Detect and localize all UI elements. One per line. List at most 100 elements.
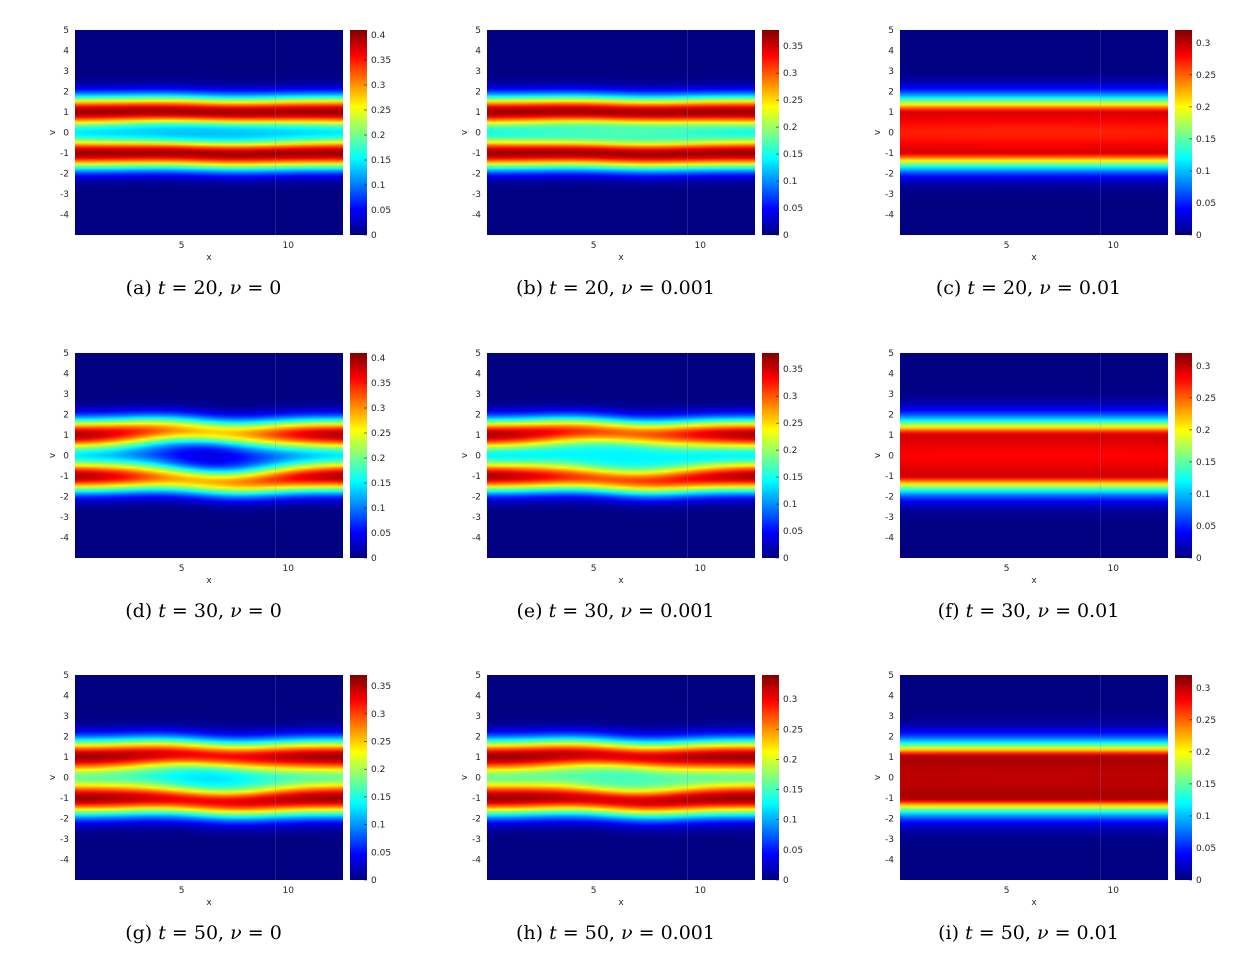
y-tick-label: -4 (885, 211, 894, 221)
y-tick-label: -3 (472, 513, 481, 523)
caption-label: (e) (516, 600, 549, 622)
panel-caption: (c) t = 20, ν = 0.01 (822, 277, 1235, 299)
heatmap-raster (75, 353, 343, 558)
y-axis-label: v (460, 774, 470, 780)
x-tick-label: 5 (591, 241, 597, 251)
colorbar-tick-label: 0.4 (371, 31, 386, 41)
caption-t-symbol: t (965, 600, 974, 622)
colorbar-tick-label: 0 (783, 231, 789, 241)
caption-label: (g) (125, 922, 159, 944)
colorbar (762, 675, 779, 880)
colorbar (350, 30, 367, 235)
y-tick-label: 0 (475, 129, 481, 139)
y-axis-label: v (48, 774, 58, 780)
caption-nu-symbol: ν (621, 922, 633, 944)
y-tick-label: 1 (888, 108, 894, 118)
colorbar (1175, 675, 1192, 880)
y-tick-label: -4 (885, 856, 894, 866)
y-axis-label: v (460, 129, 470, 135)
y-tick-label: -1 (885, 472, 894, 482)
x-tick-label: 5 (179, 241, 185, 251)
caption-t-value: = 20, (165, 277, 230, 299)
colorbar-tick-label: 0.05 (1196, 199, 1216, 209)
colorbar-tick-label: 0.3 (783, 695, 797, 705)
panel-5: -4 -3 -2 -1 0 1 2 3 4 5 5 10 x v 0 0.05 0.1 0.15 0.2 0.25 0.… (825, 323, 1238, 623)
panel-caption: (b) t = 20, ν = 0.001 (409, 277, 822, 299)
x-axis-label: x (206, 253, 212, 263)
y-tick-label: 0 (475, 774, 481, 784)
caption-nu-symbol: ν (1036, 922, 1049, 944)
heatmap-raster (900, 353, 1168, 558)
colorbar-tick-label: 0.1 (1196, 490, 1210, 500)
caption-t-symbol: t (548, 600, 557, 622)
y-tick-label: 5 (475, 671, 481, 681)
y-tick-label: 3 (63, 67, 69, 77)
colorbar-tick-label: 0.15 (371, 156, 391, 166)
panel-7: -4 -3 -2 -1 0 1 2 3 4 5 5 10 x v 0 0.05 0.1 0.15 0.2 0.25 0.… (412, 645, 825, 945)
colorbar-tick-label: 0.3 (371, 404, 385, 414)
colorbar-tick-label: 0.35 (783, 42, 803, 52)
panel-caption: (f) t = 30, ν = 0.01 (822, 600, 1235, 622)
colorbar-tick-label: 0.3 (1196, 362, 1210, 372)
colorbar-tick-label: 0.1 (1196, 167, 1210, 177)
y-tick-label: 0 (888, 129, 894, 139)
y-tick-label: -1 (885, 149, 894, 159)
y-tick-label: 4 (63, 370, 69, 380)
y-tick-label: 3 (63, 390, 69, 400)
y-tick-label: -4 (885, 534, 894, 544)
y-tick-label: 3 (475, 390, 481, 400)
y-tick-label: -1 (60, 472, 69, 482)
y-axis-label: v (873, 129, 883, 135)
y-tick-label: 5 (888, 26, 894, 36)
y-tick-label: 2 (63, 411, 69, 421)
caption-nu-value: = 0.01 (1049, 600, 1120, 622)
y-tick-label: 4 (475, 692, 481, 702)
x-tick-label: 10 (695, 241, 707, 251)
caption-label: (a) (125, 277, 158, 299)
y-tick-label: -2 (885, 815, 894, 825)
colorbar (1175, 30, 1192, 235)
y-tick-label: -1 (60, 794, 69, 804)
x-axis-label: x (206, 898, 212, 908)
y-tick-label: 3 (63, 712, 69, 722)
colorbar-tick-label: 0.2 (371, 454, 385, 464)
colorbar-tick-label: 0.35 (371, 379, 391, 389)
colorbar-tick-label: 0.1 (371, 181, 385, 191)
caption-t-value: = 20, (975, 277, 1040, 299)
y-tick-label: -4 (472, 211, 481, 221)
y-tick-label: 0 (888, 452, 894, 462)
colorbar-tick-label: 0.25 (371, 737, 391, 747)
caption-nu-symbol: ν (1037, 600, 1050, 622)
x-tick-label: 5 (179, 564, 185, 574)
caption-nu-value: = 0.001 (632, 600, 715, 622)
colorbar-tick-label: 0.2 (371, 765, 385, 775)
heatmap-raster (487, 675, 755, 880)
y-tick-label: 1 (475, 108, 481, 118)
colorbar-tick-label: 0.05 (371, 848, 391, 858)
y-tick-label: 0 (888, 774, 894, 784)
panel-6: -4 -3 -2 -1 0 1 2 3 4 5 5 10 x v 0 0.05 0.1 0.15 0.2 0.25 0.… (0, 645, 413, 945)
colorbar-tick-label: 0.1 (371, 504, 385, 514)
y-tick-label: 2 (475, 88, 481, 98)
y-tick-label: 2 (475, 411, 481, 421)
y-tick-label: -2 (885, 170, 894, 180)
colorbar-tick-label: 0.25 (371, 106, 391, 116)
y-tick-label: 5 (888, 349, 894, 359)
x-tick-label: 10 (283, 241, 295, 251)
colorbar-tick-label: 0.2 (1196, 426, 1210, 436)
y-tick-label: 2 (63, 88, 69, 98)
colorbar-tick-label: 0.25 (1196, 394, 1216, 404)
caption-label: (b) (516, 277, 550, 299)
panel-caption: (d) t = 30, ν = 0 (0, 600, 410, 622)
colorbar-tick-label: 0.2 (783, 755, 797, 765)
colorbar-tick-label: 0.1 (783, 500, 797, 510)
y-axis-label: v (460, 452, 470, 458)
colorbar (350, 353, 367, 558)
y-tick-label: 1 (475, 753, 481, 763)
heatmap-raster (900, 30, 1168, 235)
y-tick-label: -2 (885, 493, 894, 503)
colorbar-tick-label: 0.3 (783, 392, 797, 402)
